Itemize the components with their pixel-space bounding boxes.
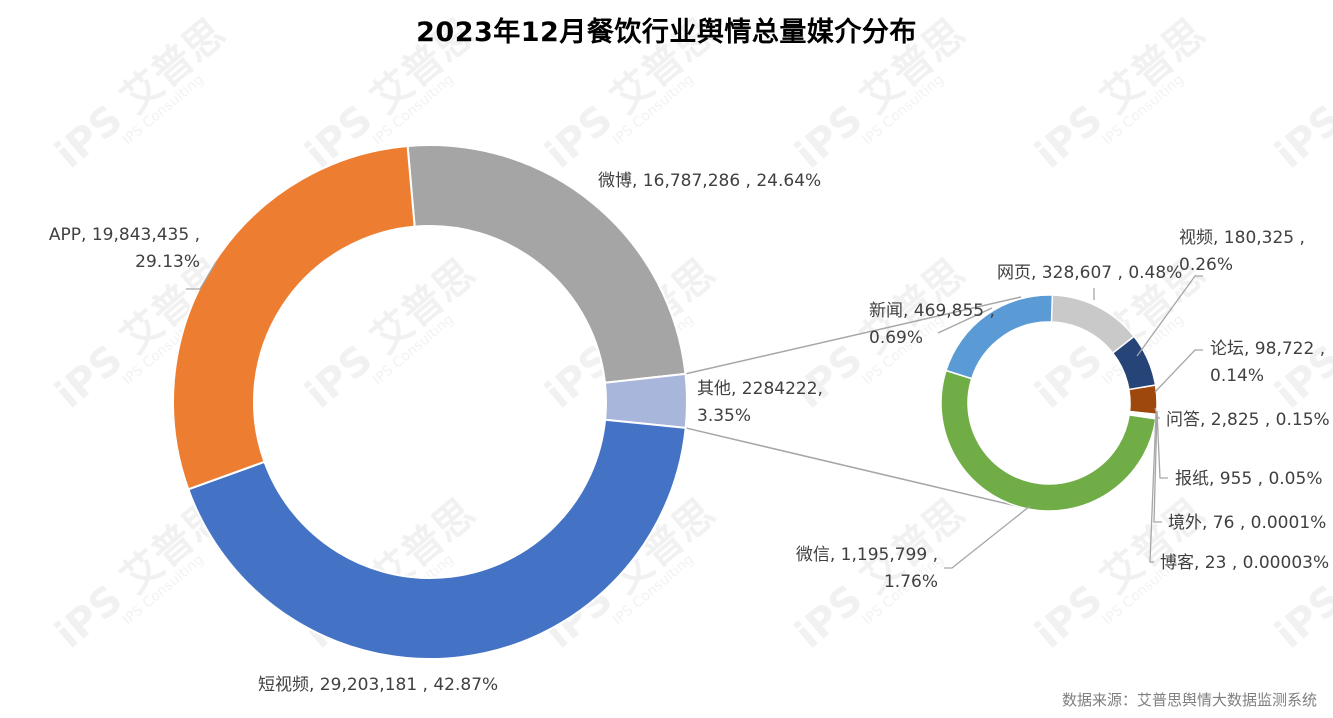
connector-line-bottom	[685, 427, 1030, 510]
secondary-data-label-4: 报纸, 955 , 0.05%	[1175, 469, 1322, 489]
svg-text:iPS 艾普思: iPS 艾普思	[297, 250, 484, 418]
source-note: 数据来源：艾普思舆情大数据监测系统	[1061, 691, 1317, 709]
secondary-data-label-2: 论坛, 98,722 , 0.14%	[1210, 339, 1325, 386]
main-slice-3	[172, 144, 416, 491]
secondary-data-label-3: 问答, 2,825 , 0.15%	[1166, 410, 1330, 430]
main-data-label-0: 微博, 16,787,286 , 24.64%	[598, 171, 821, 191]
secondary-data-label-6: 博客, 23 , 0.00003%	[1160, 553, 1329, 573]
secondary-data-label-5: 境外, 76 , 0.0001%	[1168, 513, 1326, 533]
leader-line-5	[1153, 411, 1162, 523]
secondary-data-label-1: 视频, 180,325 , 0.26%	[1179, 228, 1305, 275]
secondary-data-label-8: 新闻, 469,855 , 0.69%	[869, 301, 995, 348]
main-slice-0	[406, 144, 687, 384]
leader-line-4	[1156, 410, 1168, 479]
leader-line-2	[1154, 349, 1203, 393]
secondary-slice-2	[1128, 384, 1158, 416]
svg-text:iPS 艾普思: iPS 艾普思	[1267, 250, 1333, 418]
secondary-data-label-0: 网页, 328,607 , 0.48%	[997, 263, 1182, 283]
leader-line-1	[1136, 275, 1203, 357]
connector-lines	[685, 296, 1030, 510]
secondary-slice-8	[945, 294, 1054, 380]
secondary-donut	[940, 294, 1158, 512]
main-slice-2	[187, 418, 687, 660]
chart-title: 2023年12月餐饮行业舆情总量媒介分布	[416, 17, 917, 48]
connector-line-top	[685, 296, 1022, 375]
main-donut	[172, 144, 688, 660]
leader-lines	[186, 261, 1203, 569]
data-labels: 微博, 16,787,286 , 24.64% 其他, 2284222, 3.35%…	[49, 171, 1330, 695]
svg-text:iPS 艾普思: iPS 艾普思	[787, 490, 974, 658]
leader-line-app	[186, 261, 217, 290]
leader-line-7	[944, 505, 1031, 569]
leader-line-6	[1149, 412, 1157, 563]
main-slice-1	[603, 372, 688, 430]
leader-line-3	[1154, 407, 1160, 419]
main-data-label-3: APP, 19,843,435 , 29.13%	[49, 225, 200, 272]
secondary-data-label-7: 微信, 1,195,799 , 1.76%	[796, 545, 938, 592]
main-data-label-1: 其他, 2284222, 3.35%	[697, 379, 823, 426]
secondary-slice-7	[940, 369, 1157, 512]
leader-line-8	[937, 307, 993, 334]
main-data-label-2: 短视频, 29,203,181 , 42.87%	[258, 675, 498, 695]
